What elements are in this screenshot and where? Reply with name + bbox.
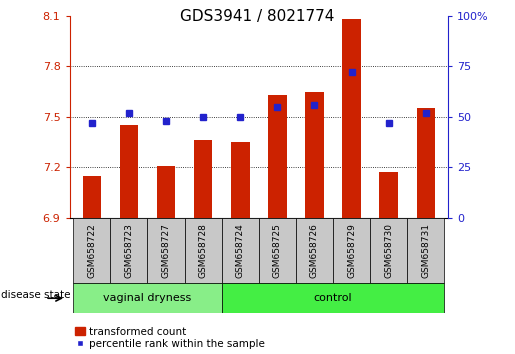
Text: GSM658723: GSM658723 (125, 223, 133, 278)
Text: GSM658731: GSM658731 (421, 223, 431, 278)
Bar (370, 218, 407, 283)
Text: GSM658725: GSM658725 (273, 223, 282, 278)
Text: GSM658728: GSM658728 (199, 223, 208, 278)
Bar (333, 218, 370, 283)
Bar (259, 218, 296, 283)
Bar (380, 172, 398, 218)
Bar (147, 218, 184, 283)
Bar (221, 218, 259, 283)
Bar (342, 19, 361, 218)
Bar (417, 108, 435, 218)
Text: GSM658726: GSM658726 (310, 223, 319, 278)
Bar (305, 92, 324, 218)
Bar (231, 142, 249, 218)
Text: control: control (314, 293, 352, 303)
Text: GSM658730: GSM658730 (384, 223, 393, 278)
Bar (110, 218, 147, 283)
Text: vaginal dryness: vaginal dryness (104, 293, 192, 303)
Text: GSM658727: GSM658727 (162, 223, 170, 278)
Bar (194, 140, 212, 218)
Bar (184, 218, 221, 283)
Bar (407, 218, 444, 283)
Bar (119, 125, 138, 218)
Bar (268, 95, 287, 218)
Bar (296, 218, 333, 283)
Bar (82, 176, 101, 218)
Bar (221, 283, 444, 313)
Text: disease state: disease state (2, 290, 71, 300)
Text: GSM658729: GSM658729 (347, 223, 356, 278)
Legend: transformed count, percentile rank within the sample: transformed count, percentile rank withi… (75, 327, 265, 349)
Text: GSM658722: GSM658722 (87, 223, 96, 278)
Text: GDS3941 / 8021774: GDS3941 / 8021774 (180, 9, 335, 24)
Text: GSM658724: GSM658724 (236, 223, 245, 278)
Bar (73, 218, 110, 283)
Bar (157, 166, 175, 218)
Bar (73, 283, 221, 313)
